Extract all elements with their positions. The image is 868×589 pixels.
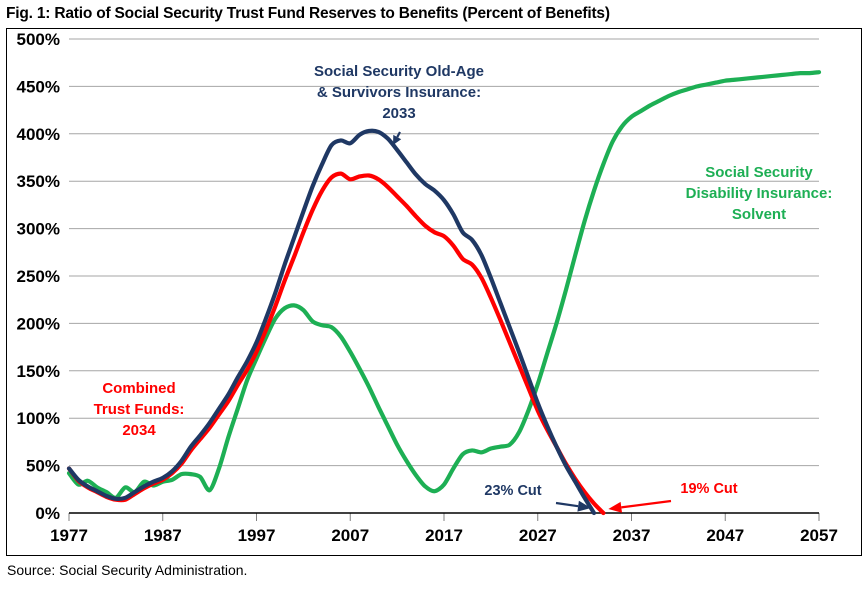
y-tick-label: 450% [17, 77, 60, 96]
y-tick-label: 150% [17, 362, 60, 381]
y-tick-label: 250% [17, 267, 60, 286]
series-line-di [66, 70, 822, 500]
combined-cut-label-line-1: 19% Cut [680, 481, 737, 497]
di-label-line-2: Disability Insurance: [686, 185, 833, 202]
y-tick-label: 100% [17, 409, 60, 428]
annotation-leaders [393, 131, 672, 513]
di-label-line-3: Solvent [732, 206, 786, 223]
x-tick-label: 2027 [519, 526, 557, 545]
chart-annotations: Social Security Old-Age & Survivors Insur… [94, 63, 833, 499]
y-tick-label: 500% [17, 30, 60, 49]
oasi-title-pointer-arrowhead [393, 134, 402, 145]
oasi-cut-arrow-arrowhead [577, 500, 591, 512]
y-tick-label: 200% [17, 314, 60, 333]
y-tick-label: 350% [17, 172, 60, 191]
x-tick-marks [68, 513, 820, 521]
oasi-cut-label-line-1: 23% Cut [484, 483, 541, 499]
y-tick-label: 300% [17, 220, 60, 239]
series-line-oasi [66, 128, 597, 516]
combined-cut-arrow-arrowhead [608, 501, 622, 513]
x-tick-label: 2037 [613, 526, 651, 545]
combined-label-line-2: Trust Funds: [94, 401, 185, 418]
combined-label-line-3: 2034 [122, 422, 156, 439]
y-tick-label: 400% [17, 125, 60, 144]
x-tick-label: 2057 [800, 526, 838, 545]
combined-label-line-1: Combined [102, 380, 175, 397]
di-label-line-1: Social Security [705, 164, 813, 181]
y-tick-label: 0% [35, 504, 60, 523]
chart-frame: 0% 50% 100% 150% 200% 250% 300% 350% 400% 450% 500… [6, 28, 862, 556]
oasi-label-line-3: 2033 [382, 105, 415, 122]
oasi-cut-arrow-line [555, 501, 579, 508]
x-tick-label: 2017 [425, 526, 463, 545]
oasi-title-pointer-line [396, 131, 401, 138]
x-tick-label: 1977 [50, 526, 88, 545]
combined-cut-arrow-line [621, 499, 672, 509]
series-line-combined-oasdi [66, 171, 606, 516]
x-tick-label: 2007 [331, 526, 369, 545]
y-tick-label: 50% [26, 457, 60, 476]
y-axis-labels: 0% 50% 100% 150% 200% 250% 300% 350% 400% 450% 500… [17, 30, 60, 523]
x-tick-label: 1987 [144, 526, 182, 545]
oasi-label-line-2: & Survivors Insurance: [317, 84, 481, 101]
source-note: Source: Social Security Administration. [7, 562, 248, 578]
oasi-label-line-1: Social Security Old-Age [314, 63, 484, 80]
x-tick-label: 1997 [238, 526, 276, 545]
series-lines [66, 70, 822, 516]
page-title: Fig. 1: Ratio of Social Security Trust F… [6, 5, 610, 22]
x-tick-label: 2047 [706, 526, 744, 545]
chart-canvas: 0% 50% 100% 150% 200% 250% 300% 350% 400% 450% 500… [17, 30, 838, 545]
x-axis-labels: 1977 1987 1997 2007 2017 2027 2037 2047 2057 [50, 526, 838, 545]
gridlines [69, 38, 819, 467]
